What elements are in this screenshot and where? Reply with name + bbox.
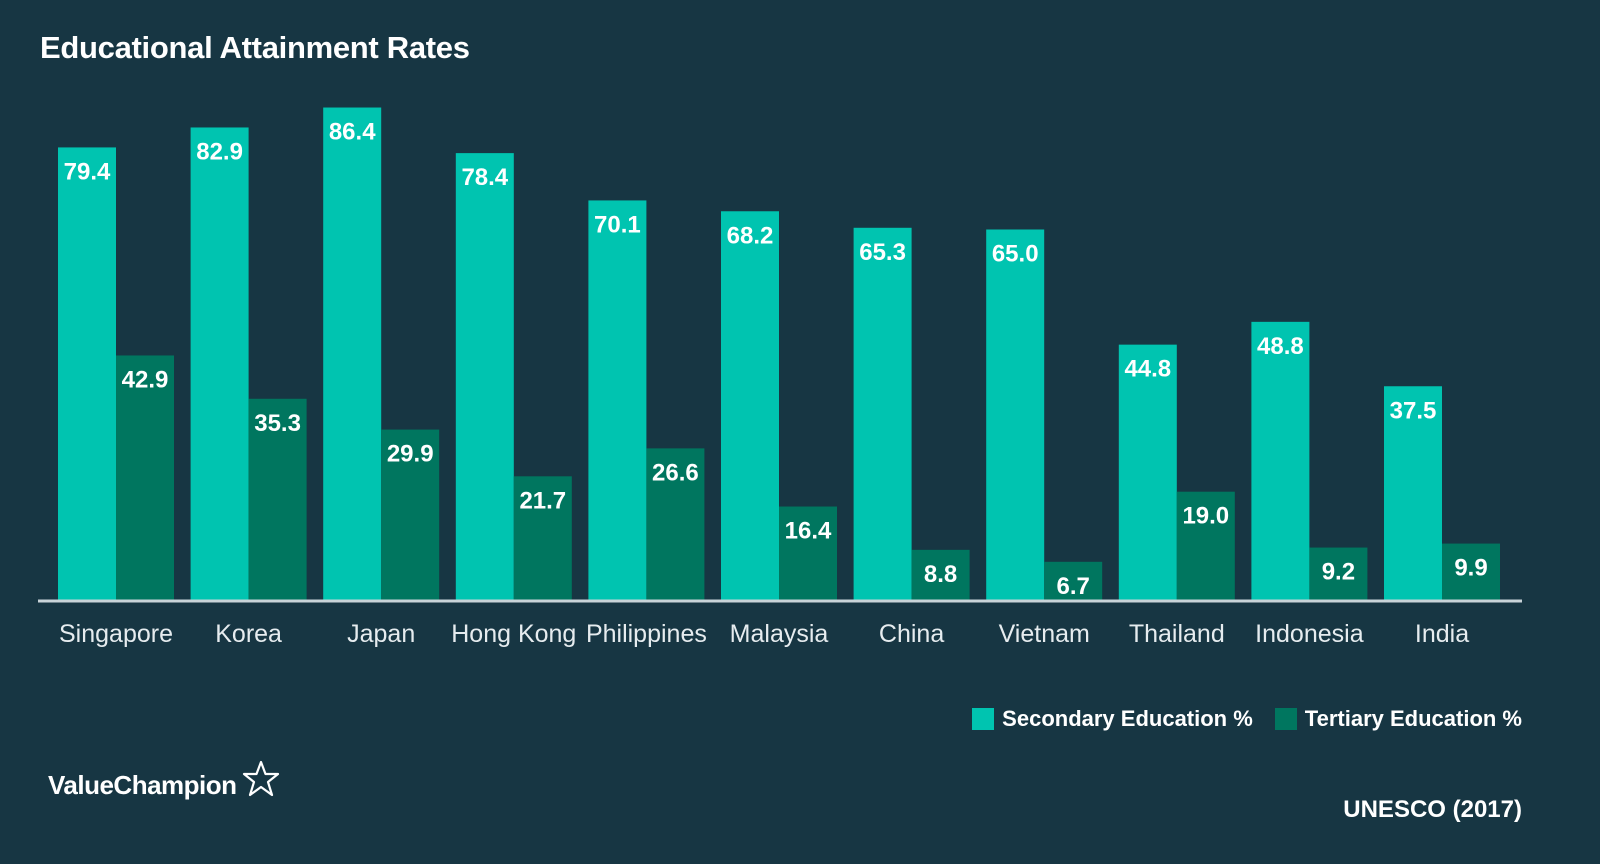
value-label: 44.8 <box>1124 356 1171 383</box>
value-label: 19.0 <box>1182 503 1229 530</box>
category-label: Singapore <box>59 620 173 648</box>
bar-secondary-korea <box>190 127 249 600</box>
category-label: Hong Kong <box>451 620 576 648</box>
bar-tertiary-japan <box>381 429 440 600</box>
value-label: 65.0 <box>992 241 1039 268</box>
value-label: 37.5 <box>1390 397 1437 424</box>
legend: Secondary Education % Tertiary Education… <box>972 706 1522 732</box>
bar-secondary-hong-kong <box>455 153 514 600</box>
legend-item-secondary: Secondary Education % <box>972 706 1253 732</box>
value-label: 82.9 <box>196 138 243 165</box>
bar-tertiary-indonesia <box>1309 547 1368 600</box>
value-label: 16.4 <box>785 518 832 545</box>
category-labels-layer: Singapore Korea Japan Hong Kong Philippines M… <box>59 620 1469 648</box>
brand-name: ValueChampion <box>48 770 237 800</box>
bar-secondary-singapore <box>58 147 116 601</box>
category-label: China <box>879 620 944 648</box>
value-label: 68.2 <box>727 222 774 249</box>
value-label: 6.7 <box>1057 573 1090 600</box>
chart-title: Educational Attainment Rates <box>40 30 470 65</box>
bar-tertiary-china <box>911 549 970 600</box>
bar-tertiary-malaysia <box>779 506 837 600</box>
value-label: 35.3 <box>254 410 301 437</box>
value-label: 21.7 <box>519 487 566 514</box>
bars-layer <box>58 107 1500 601</box>
value-label: 48.8 <box>1257 333 1304 360</box>
category-label: Thailand <box>1129 620 1225 648</box>
value-label: 8.8 <box>924 561 957 588</box>
bar-secondary-china <box>853 227 912 601</box>
value-label: 79.4 <box>64 158 111 185</box>
legend-label-secondary: Secondary Education % <box>1002 706 1253 731</box>
value-labels-layer: 79.4 42.9 82.9 35.3 86.4 29.9 78.4 21.7 70.1 26.6… <box>64 119 1488 600</box>
category-label: Vietnam <box>999 620 1090 648</box>
value-label: 9.2 <box>1322 559 1355 586</box>
bar-tertiary-philippines <box>646 448 705 600</box>
star-outline-icon <box>242 760 279 796</box>
category-label: Indonesia <box>1255 620 1364 648</box>
value-label: 78.4 <box>461 164 508 191</box>
legend-swatch-secondary <box>972 708 995 730</box>
category-label: Philippines <box>586 620 707 648</box>
legend-swatch-tertiary <box>1274 708 1297 730</box>
bar-tertiary-korea <box>248 398 307 600</box>
value-label: 26.6 <box>652 459 699 486</box>
bar-secondary-philippines <box>588 200 647 600</box>
bar-tertiary-thailand <box>1176 491 1235 600</box>
legend-label-tertiary: Tertiary Education % <box>1304 706 1522 731</box>
legend-item-tertiary: Tertiary Education % <box>1274 706 1522 732</box>
category-label: India <box>1415 620 1469 648</box>
category-label: Japan <box>347 620 415 648</box>
bar-secondary-india <box>1384 386 1442 600</box>
bar-secondary-japan <box>323 107 382 601</box>
source-note: UNESCO (2017) <box>1343 796 1522 823</box>
bar-tertiary-vietnam <box>1044 561 1103 600</box>
bar-chart: 79.4 42.9 82.9 35.3 86.4 29.9 78.4 21.7 70.1 26.6… <box>38 107 1522 648</box>
category-label: Korea <box>215 620 282 648</box>
brand-logo: ValueChampion <box>48 760 281 801</box>
bar-tertiary-hong-kong <box>513 476 572 600</box>
value-label: 9.9 <box>1454 555 1487 582</box>
value-label: 42.9 <box>122 366 169 393</box>
bar-tertiary-singapore <box>116 355 174 600</box>
bar-secondary-malaysia <box>721 211 779 600</box>
value-label: 29.9 <box>387 441 434 468</box>
bar-secondary-indonesia <box>1251 321 1310 600</box>
bar-tertiary-india <box>1442 543 1500 600</box>
value-label: 65.3 <box>859 239 906 266</box>
bar-secondary-thailand <box>1118 344 1177 600</box>
value-label: 86.4 <box>329 119 376 146</box>
value-label: 70.1 <box>594 211 641 238</box>
category-label: Malaysia <box>730 620 829 648</box>
bar-secondary-vietnam <box>986 229 1045 600</box>
